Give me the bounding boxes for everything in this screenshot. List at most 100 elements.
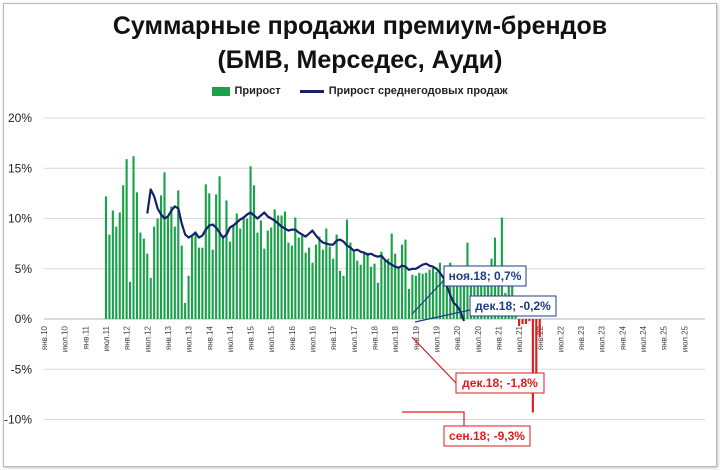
x-tick-label: июл.25 [680,325,689,352]
x-tick-label: янв.10 [40,325,49,350]
bar [524,319,528,325]
bar [518,319,521,327]
bar [425,272,428,319]
bar [363,251,366,319]
bar [390,233,393,319]
bar [449,262,452,319]
legend-label-line: Прирост среднегодовых продаж [328,85,508,98]
bar [204,184,207,319]
bar [249,166,252,319]
annotation-leader [402,411,465,426]
legend-bar-swatch [212,86,231,96]
y-tick-label: 20% [8,111,32,125]
annotation-box [443,265,527,287]
bar [332,258,335,319]
bar [366,252,369,319]
x-tick-label: янв.22 [536,325,545,350]
bar [287,242,290,319]
annotation-box [469,295,557,317]
bar [166,216,170,319]
bar [283,211,287,319]
bar [308,247,311,319]
bar [228,241,231,319]
bar [304,252,307,319]
x-tick-label: янв.25 [660,325,669,350]
bar [459,275,462,319]
bar [235,213,238,319]
bar [232,225,235,319]
bar [146,253,149,319]
bar [201,247,204,319]
bar [414,275,417,319]
x-tick-label: июл.18 [391,325,400,352]
bar [159,195,163,319]
bar [421,273,424,319]
x-tick-label: июл.13 [185,325,194,352]
bar [139,232,142,319]
bar [473,269,476,319]
bar [173,226,176,319]
x-tick-label: янв.14 [205,325,214,350]
bar [387,258,390,319]
bar [407,288,410,319]
bar [521,319,524,325]
bar [187,275,190,319]
bar [215,194,218,319]
x-tick-label: июл.22 [556,325,565,352]
x-tick-label: июл.15 [267,325,276,352]
legend-label-bars: Прирост [234,85,281,98]
bar [252,185,256,319]
bar [400,244,404,319]
legend: Прирост Прирост среднегодовых продаж [0,85,720,97]
bar [115,226,118,319]
x-tick-label: янв.12 [123,325,132,350]
bar [239,228,242,319]
bar [221,235,225,319]
x-tick-label: янв.15 [247,325,256,350]
bar [259,220,262,319]
x-tick-label: июл.19 [432,325,441,352]
bar [442,279,445,319]
bar [266,230,269,319]
bar [359,264,362,319]
bar [218,176,221,319]
chart-title: Суммарные продажи премиум-брендов [112,12,608,40]
bar [428,269,431,319]
x-tick-label: июл.20 [474,325,483,352]
bar [280,215,283,319]
bar [314,244,318,319]
bar [170,206,173,319]
y-tick-label: -5% [11,362,33,376]
bar [290,245,293,319]
bar [122,185,125,319]
chart-frame [3,3,717,467]
annotation-label: дек.18; -1,8% [462,376,538,390]
x-tick-label: янв.18 [371,325,380,350]
bar [149,277,152,319]
bar [480,265,483,319]
bar [246,218,249,319]
x-tick-label: янв.16 [288,325,297,350]
bar [294,217,297,319]
annotation-leader [414,309,471,323]
bar [263,248,266,319]
bar [180,245,183,319]
y-tick-label: 0% [15,312,33,326]
y-tick-label: 15% [8,161,32,175]
bar [132,156,135,319]
bar [104,196,108,319]
bar [156,218,159,319]
bar [342,275,345,319]
bar [108,234,111,319]
annotation-label: дек.18; -0,2% [475,299,551,313]
bar [383,260,386,319]
x-tick-label: янв.19 [412,325,421,350]
bar [497,267,500,319]
bar [129,281,132,319]
x-tick-label: июл.12 [143,325,152,352]
bar [135,192,139,319]
y-tick-label: 10% [8,212,32,226]
bar [184,302,187,319]
bar [190,235,194,319]
